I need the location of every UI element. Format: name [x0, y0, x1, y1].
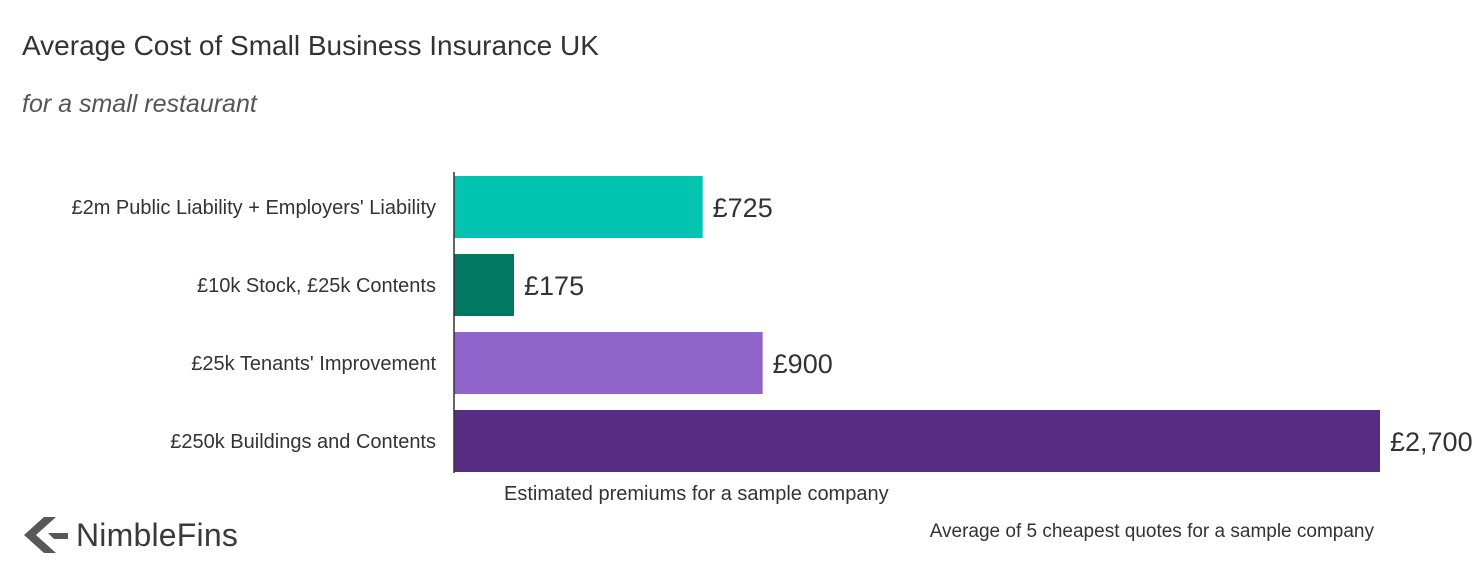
- value-label-1: £725: [713, 193, 773, 223]
- chart-subtitle: for a small restaurant: [22, 90, 257, 118]
- category-label-2: £10k Stock, £25k Contents: [197, 275, 436, 297]
- chart-title: Average Cost of Small Business Insurance…: [22, 30, 599, 61]
- chart-footnote: Average of 5 cheapest quotes for a sampl…: [929, 521, 1374, 542]
- brand-logo: NimbleFins: [20, 513, 238, 557]
- value-label-4: £2,700: [1390, 427, 1473, 457]
- bar-3: [454, 332, 763, 394]
- nimblefins-arrow-icon: [24, 517, 68, 553]
- bar-1: [454, 176, 703, 238]
- bar-4: [454, 410, 1380, 472]
- bar-2: [454, 254, 515, 316]
- category-label-1: £2m Public Liability + Employers' Liabil…: [71, 197, 436, 219]
- brand-name: NimbleFins: [76, 516, 239, 553]
- category-label-3: £25k Tenants' Improvement: [191, 353, 436, 375]
- category-label-4: £250k Buildings and Contents: [170, 431, 436, 453]
- x-axis-title: Estimated premiums for a sample company: [504, 483, 889, 505]
- value-label-3: £900: [773, 349, 833, 379]
- value-label-2: £175: [524, 271, 584, 301]
